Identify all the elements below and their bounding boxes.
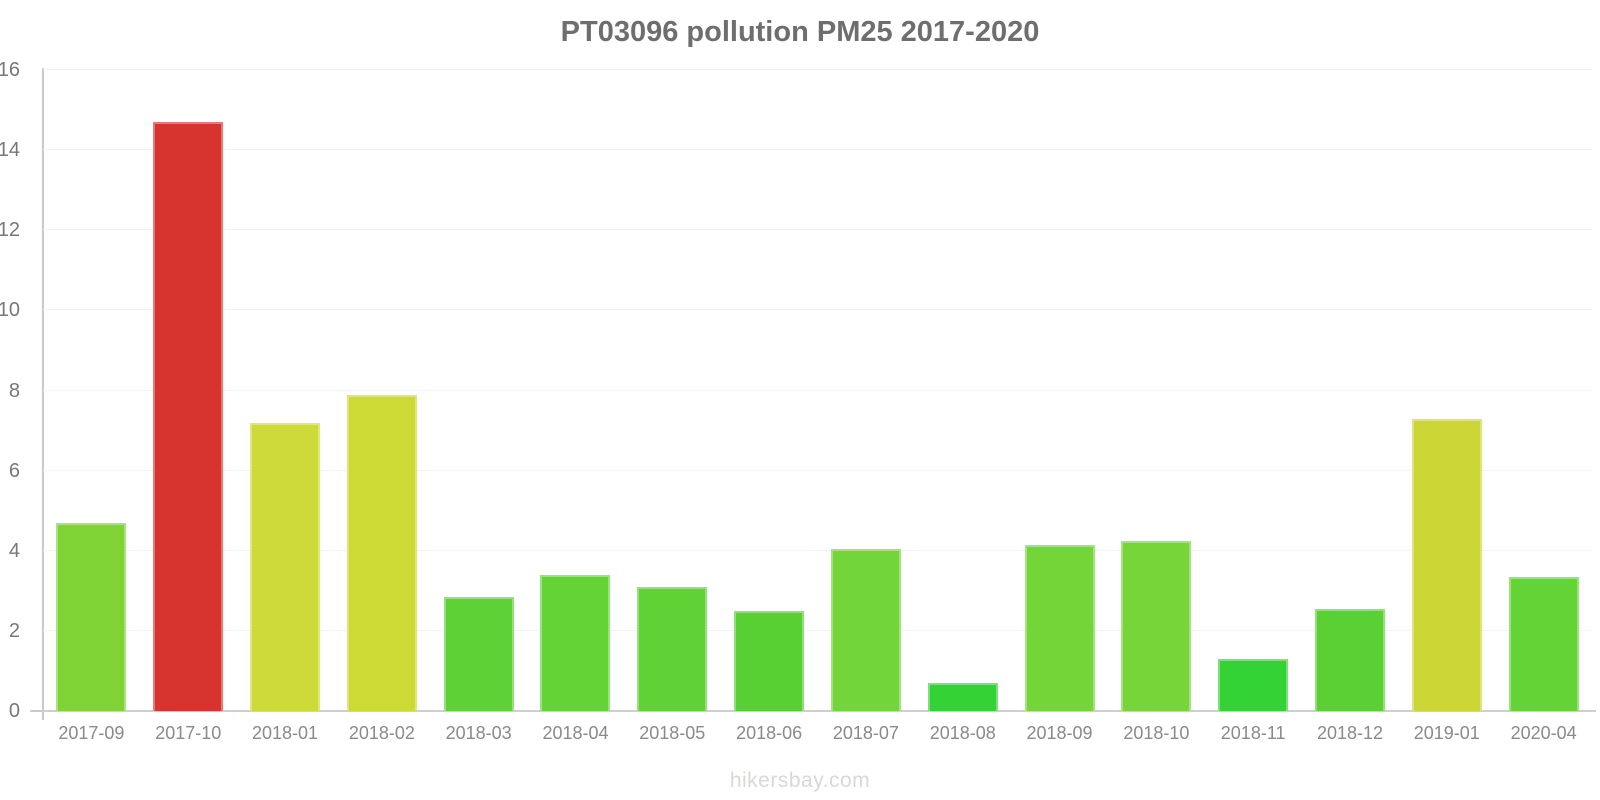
y-tick-label-10: 10 [0, 299, 20, 322]
gridline-10 [43, 309, 1592, 311]
bar-2018-05[interactable] [637, 586, 708, 711]
chart-title: PT03096 pollution PM25 2017-2020 [560, 16, 1040, 48]
gridline-14 [43, 149, 1592, 151]
x-tick-label-2018-05: 2018-05 [639, 723, 706, 743]
y-tick-label-16: 16 [0, 59, 20, 81]
bar-2018-09[interactable] [1024, 544, 1095, 711]
bar-2018-07[interactable] [830, 548, 901, 711]
gridline-4 [43, 549, 1592, 551]
gridline-16 [43, 69, 1592, 70]
x-tick-label-2018-01: 2018-01 [252, 723, 319, 743]
y-zero-tick [32, 710, 42, 712]
bar-2018-06[interactable] [734, 610, 805, 711]
bar-2019-01[interactable] [1411, 418, 1482, 711]
bar-2018-04[interactable] [540, 574, 611, 711]
x-tick-label-2018-06: 2018-06 [736, 723, 803, 743]
x-axis-labels: 2017-09 2017-10 2018-01 2018-02 2018-03 2018-… [43, 70, 1592, 743]
watermark: hikersbay.com [729, 769, 871, 792]
bar-2018-11[interactable] [1218, 658, 1289, 711]
bar-2017-10[interactable] [153, 122, 224, 711]
x-tick-label-2019-01: 2019-01 [1413, 723, 1480, 743]
gridline-2 [43, 629, 1592, 631]
bar-2018-12[interactable] [1314, 608, 1385, 711]
y-tick-label-0: 0 [8, 700, 20, 722]
x-tick-label-2018-11: 2018-11 [1220, 723, 1286, 743]
y-tick-label-2: 2 [8, 619, 20, 642]
x-tick-label-2018-07: 2018-07 [832, 723, 899, 743]
x-tick-label-2018-02: 2018-02 [348, 723, 415, 743]
x-axis-line [30, 710, 1596, 712]
x-axis-origin-tick [42, 712, 44, 720]
bars [43, 70, 1592, 711]
plot-area: 0 2 4 6 8 10 12 14 16 2017-09 2017-10 2018-01 2018-… [0, 59, 1592, 743]
x-tick-label-2018-04: 2018-04 [542, 723, 609, 743]
y-axis-line [42, 68, 44, 718]
bar-2020-04[interactable] [1508, 576, 1579, 711]
bar-2018-10[interactable] [1121, 540, 1192, 711]
x-tick-label-2020-04: 2020-04 [1510, 723, 1577, 743]
x-tick-label-2018-12: 2018-12 [1316, 723, 1383, 743]
y-tick-label-14: 14 [0, 139, 20, 162]
x-tick-label-2017-09: 2017-09 [58, 723, 125, 743]
x-tick-label-2018-03: 2018-03 [445, 723, 512, 743]
gridline-6 [43, 469, 1592, 471]
bar-2018-02[interactable] [346, 394, 417, 711]
gridlines [43, 69, 1592, 711]
x-tick-label-2018-10: 2018-10 [1123, 723, 1190, 743]
bar-2018-01[interactable] [250, 422, 321, 711]
y-tick-label-8: 8 [8, 379, 20, 402]
x-tick-label-2018-08: 2018-08 [929, 723, 996, 743]
x-tick-label-2017-10: 2017-10 [155, 723, 222, 743]
y-tick-label-4: 4 [8, 539, 20, 562]
y-axis-labels: 0 2 4 6 8 10 12 14 16 [0, 59, 1592, 722]
gridline-12 [43, 229, 1592, 231]
x-tick-label-2018-09: 2018-09 [1026, 723, 1093, 743]
bar-2018-03[interactable] [443, 596, 514, 711]
y-tick-label-12: 12 [0, 219, 20, 242]
y-tick-label-6: 6 [8, 459, 20, 482]
bar-2017-09[interactable] [56, 522, 127, 711]
bar-2018-08[interactable] [927, 682, 998, 711]
gridline-8 [43, 389, 1592, 391]
